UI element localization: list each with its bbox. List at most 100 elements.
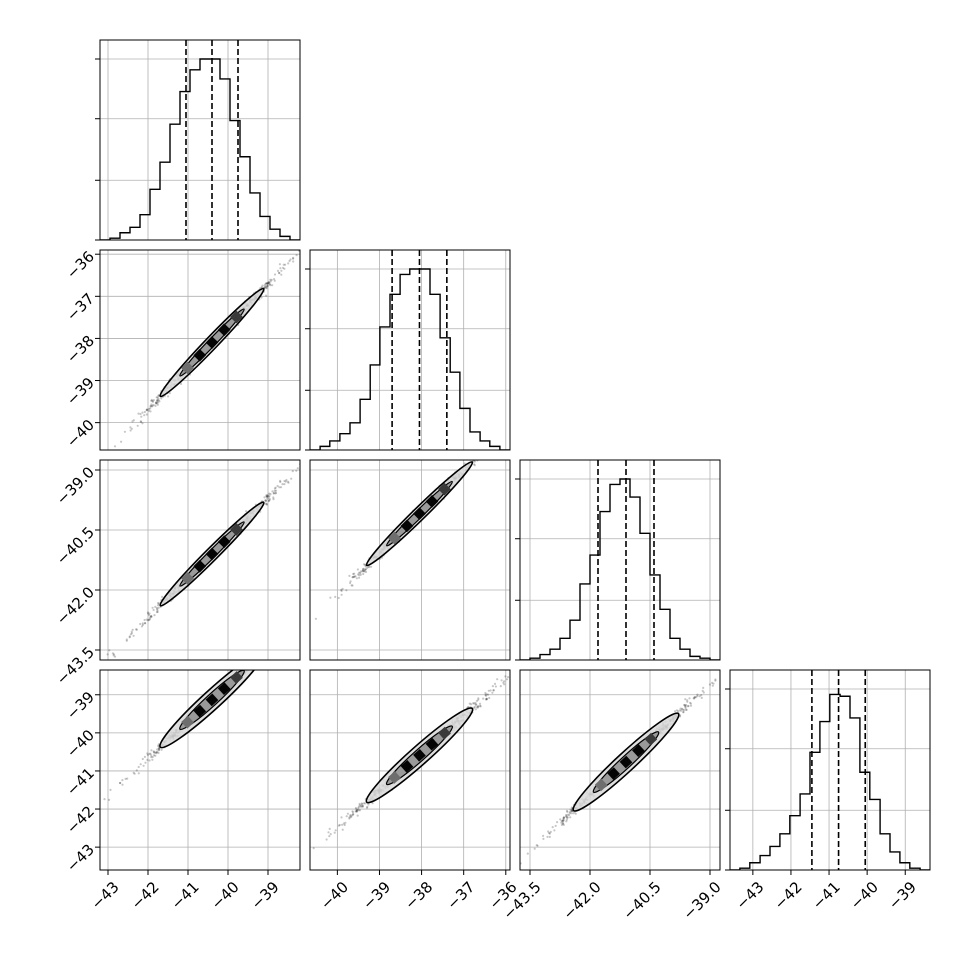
data-point [701,689,704,693]
data-point [264,502,267,505]
data-point [266,282,269,285]
data-point [568,812,571,815]
density-cell [193,704,207,718]
data-point [144,761,147,764]
data-point [284,263,287,266]
data-point [737,664,739,666]
data-point [157,749,161,752]
data-point [279,479,282,482]
data-point [292,260,295,263]
data-point [714,679,717,682]
data-point [685,703,688,707]
data-point [270,644,272,646]
x-tick-label: −38 [401,878,436,913]
data-point [568,814,571,817]
density-cell [400,519,414,533]
data-point [263,285,267,288]
data-point [267,281,270,284]
data-point [338,823,341,827]
data-point [243,664,245,666]
data-point [359,571,362,575]
data-point [160,748,163,751]
data-point [305,609,307,611]
data-point [573,811,576,814]
data-point [147,612,150,615]
data-point [156,608,159,611]
data-point [562,817,565,821]
data-point [355,810,358,813]
data-point [155,396,158,399]
data-point [513,671,515,673]
data-point [480,452,482,454]
data-point [272,643,274,645]
data-point [511,423,513,425]
data-point [500,434,502,436]
data-point [263,654,265,656]
data-point [245,666,247,668]
data-point [272,645,274,647]
data-point [289,629,291,631]
data-point [553,829,556,832]
data-point [475,699,479,703]
density-cell [438,726,451,740]
data-point [148,614,151,617]
data-point [148,759,151,762]
data-point [150,754,153,757]
panel-frame [519,459,721,661]
data-point [273,279,276,282]
data-point [364,568,368,571]
data-point [144,622,147,625]
data-point [157,748,161,751]
data-point [256,654,258,656]
data-point [351,810,354,813]
data-point [273,643,275,645]
data-point [154,404,157,407]
data-point [562,822,565,825]
data-point [311,236,313,238]
data-point [266,285,269,288]
data-point [137,772,140,775]
data-point [156,403,159,406]
data-point [560,819,563,823]
data-point [265,495,269,499]
data-point [477,453,479,455]
data-point [354,806,357,810]
data-point [141,422,144,425]
data-point [113,655,117,658]
data-point [686,699,689,702]
data-point [711,684,714,687]
data-point [108,649,111,652]
data-point [475,451,477,453]
data-point [362,572,365,576]
data-point [150,749,153,752]
panel-frame [309,669,511,871]
data-point [265,646,267,648]
data-point [145,409,148,412]
data-point [328,219,330,221]
x-tick-label: −39 [248,878,283,913]
data-point [261,653,263,655]
data-point [148,612,151,615]
data-point [702,691,705,694]
data-point [337,596,340,600]
data-point [475,706,478,709]
data-point [354,810,357,813]
panel-frame [99,459,301,661]
data-point [548,835,551,839]
data-point [157,397,160,400]
data-point [297,622,299,624]
data-point [281,634,283,636]
density-cell [181,715,194,729]
data-point [361,804,364,807]
data-point [492,439,494,441]
data-point [145,413,148,416]
density-cell [205,693,219,707]
data-point [483,447,485,449]
data-point [278,271,281,274]
data-point [146,408,149,411]
data-point [248,664,250,666]
data-point [130,632,133,635]
data-point [477,697,480,700]
data-point [148,752,151,756]
